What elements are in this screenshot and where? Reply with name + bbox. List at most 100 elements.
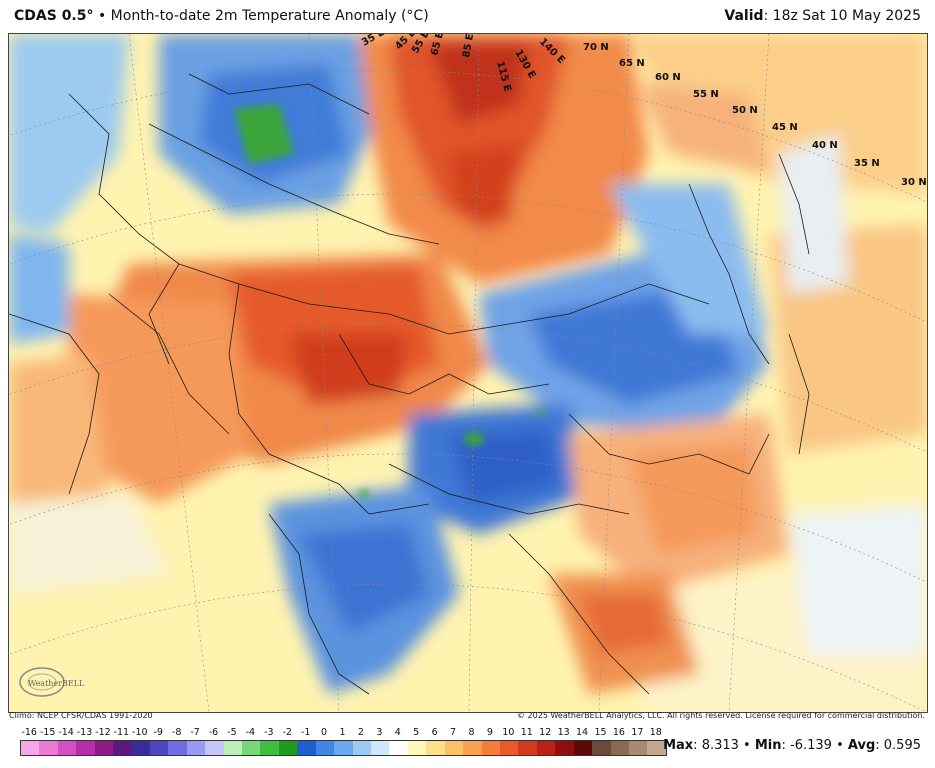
colorbar-tick: 11 bbox=[520, 727, 533, 738]
colorbar-swatch bbox=[518, 741, 537, 755]
colorbar-tick: 1 bbox=[339, 727, 346, 738]
valid-time: Valid: 18z Sat 10 May 2025 bbox=[724, 8, 921, 24]
colorbar-swatch bbox=[352, 741, 372, 755]
lat-label: 60 N bbox=[655, 72, 681, 83]
title-separator: • bbox=[93, 8, 111, 24]
colorbar-tick: -4 bbox=[245, 727, 256, 738]
colorbar-swatch bbox=[481, 741, 500, 755]
colorbar-tick: -1 bbox=[300, 727, 311, 738]
colorbar-swatch bbox=[592, 741, 611, 755]
colorbar-swatch bbox=[113, 741, 132, 755]
stats-sep: • bbox=[831, 738, 848, 753]
colorbar-tick: 10 bbox=[502, 727, 515, 738]
colorbar-swatch bbox=[297, 741, 316, 755]
colorbar-swatch bbox=[260, 741, 279, 755]
colorbar-tick: 4 bbox=[394, 727, 401, 738]
colorbar-tick: -16 bbox=[21, 727, 37, 738]
colorbar-tick: 5 bbox=[413, 727, 420, 738]
colorbar-tick: 7 bbox=[450, 727, 457, 738]
colorbar-swatch bbox=[536, 741, 556, 755]
colorbar-swatch bbox=[131, 741, 150, 755]
colorbar-swatch bbox=[242, 741, 261, 755]
colorbar-tick: -15 bbox=[39, 727, 56, 738]
colorbar-tick: 15 bbox=[594, 727, 607, 738]
colorbar-tick: -13 bbox=[76, 727, 93, 738]
colorbar-tick: -3 bbox=[264, 727, 274, 738]
colorbar-swatch bbox=[555, 741, 574, 755]
colorbar-swatch bbox=[315, 741, 335, 755]
colorbar-tick: 0 bbox=[321, 727, 328, 738]
colorbar-tick: -12 bbox=[95, 727, 111, 738]
max-label: Max bbox=[663, 738, 694, 753]
logo-text: WeatherBELL bbox=[28, 679, 85, 688]
colorbar-tick: -6 bbox=[208, 727, 219, 738]
graticule bbox=[9, 34, 927, 712]
colorbar-tick: 12 bbox=[539, 727, 552, 738]
weatherbell-logo: WeatherBELL bbox=[19, 667, 85, 697]
anomaly-map: 35 E 45 E 55 E 65 E 85 E 115 E 130 E 140… bbox=[8, 33, 928, 713]
colorbar-tick: 6 bbox=[431, 727, 438, 738]
map-title: CDAS 0.5° • Month-to-date 2m Temperature… bbox=[14, 8, 429, 24]
colorbar-swatch bbox=[389, 741, 408, 755]
colorbar-swatch bbox=[149, 741, 169, 755]
lat-label: 45 N bbox=[772, 122, 798, 133]
colorbar-swatch bbox=[573, 741, 593, 755]
extreme-patches bbox=[234, 104, 545, 498]
colorbar-swatch bbox=[94, 741, 114, 755]
colorbar-swatch bbox=[168, 741, 187, 755]
map-canvas: 35 E 45 E 55 E 65 E 85 E 115 E 130 E 140… bbox=[9, 34, 927, 712]
colorbar-swatch bbox=[426, 741, 445, 755]
lat-label: 50 N bbox=[732, 105, 758, 116]
valid-value: : 18z Sat 10 May 2025 bbox=[763, 8, 921, 24]
colorbar-swatch bbox=[499, 741, 519, 755]
colorbar-swatch bbox=[205, 741, 224, 755]
colorbar-swatch bbox=[186, 741, 206, 755]
colorbar-swatch bbox=[21, 741, 40, 755]
stats-summary: Max: 8.313 • Min: -6.139 • Avg: 0.595 bbox=[663, 738, 921, 753]
avg-value: 0.595 bbox=[883, 738, 921, 753]
colorbar-tick: 14 bbox=[576, 727, 589, 738]
lat-label: 65 N bbox=[619, 58, 645, 69]
max-value: 8.313 bbox=[701, 738, 739, 753]
colorbar-ticks: -16 -15 -14 -13 -12 -11 -10 -9 -8 -7 -6 -5 -4 -3 -2 -1 0… bbox=[20, 727, 670, 739]
header: CDAS 0.5° • Month-to-date 2m Temperature… bbox=[0, 0, 935, 32]
colorbar-swatch bbox=[444, 741, 464, 755]
lat-label: 55 N bbox=[693, 89, 719, 100]
lat-label: 35 N bbox=[854, 158, 880, 169]
valid-label: Valid bbox=[724, 8, 764, 24]
lat-label: 40 N bbox=[812, 140, 838, 151]
colorbar-tick: -5 bbox=[227, 727, 237, 738]
colorbar-tick: 16 bbox=[612, 727, 625, 738]
lat-label: 30 N bbox=[901, 177, 927, 188]
model-name: CDAS 0.5 bbox=[14, 8, 87, 24]
colorbar-swatch bbox=[463, 741, 482, 755]
colorbar-tick: 13 bbox=[557, 727, 570, 738]
colorbar-tick: -7 bbox=[190, 727, 200, 738]
colorbar-tick: 17 bbox=[631, 727, 644, 738]
colorbar-swatch bbox=[39, 741, 58, 755]
lon-label: 85 E bbox=[461, 34, 476, 59]
colorbar-swatch bbox=[610, 741, 629, 755]
min-value: -6.139 bbox=[790, 738, 832, 753]
colorbar-swatch bbox=[278, 741, 298, 755]
stats-sep: • bbox=[738, 738, 755, 753]
title-text: Month-to-date 2m Temperature Anomaly (°C… bbox=[110, 8, 429, 24]
colorbar-swatch bbox=[628, 741, 648, 755]
colorbar-tick: -14 bbox=[58, 727, 74, 738]
colorbar-swatch bbox=[371, 741, 390, 755]
colorbar-swatch bbox=[407, 741, 427, 755]
colorbar-tick: 2 bbox=[357, 727, 364, 738]
climo-note: Climo: NCEP CFSR/CDAS 1991-2020 bbox=[9, 711, 153, 720]
copyright-note: © 2025 WeatherBELL Analytics, LLC. All r… bbox=[517, 711, 925, 720]
colorbar-tick: 3 bbox=[376, 727, 383, 738]
degree-symbol: ° bbox=[86, 8, 94, 24]
min-label: Min bbox=[754, 738, 782, 753]
colorbar-swatch bbox=[334, 741, 353, 755]
colorbar-tick: -11 bbox=[113, 727, 130, 738]
avg-label: Avg bbox=[847, 738, 876, 753]
colorbar-swatch bbox=[223, 741, 243, 755]
colorbar-tick: 9 bbox=[486, 727, 493, 738]
colorbar-tick: -8 bbox=[171, 727, 182, 738]
colorbar-swatch bbox=[647, 741, 666, 755]
colorbar-swatch bbox=[57, 741, 77, 755]
